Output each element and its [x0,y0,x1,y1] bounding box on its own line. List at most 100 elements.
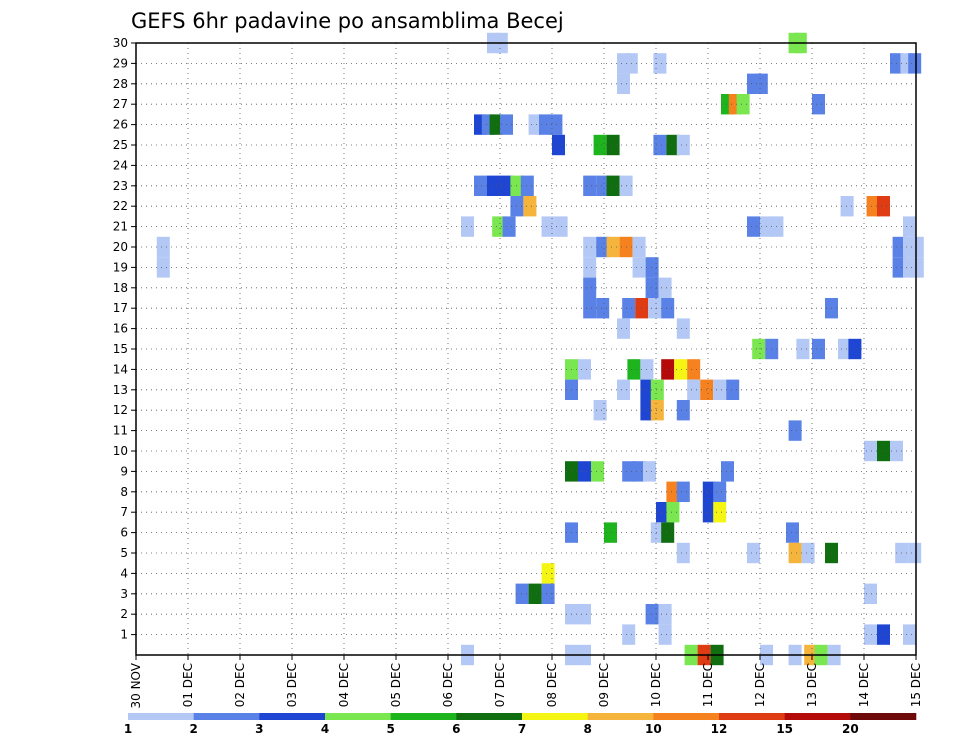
heatmap-cell [658,624,672,645]
x-tick-label: 11 DEC [701,663,715,707]
heatmap-cell [676,542,690,564]
x-tick-label: 07 DEC [493,663,507,707]
heatmap-cell [713,502,727,523]
heatmap-cell [578,461,591,482]
heatmap-cell [877,196,890,217]
heatmap-cell [726,379,740,400]
y-tick-label: 8 [120,485,128,499]
heatmap-cell [752,338,766,360]
heatmap-cell [908,542,922,564]
heatmap-cell [788,420,802,441]
heatmap-cell [702,502,716,523]
heatmap-cell [528,114,542,135]
heatmap-cell [661,298,675,319]
heatmap-cell [156,236,170,258]
colorbar-label: 8 [583,722,591,736]
heatmap-cell [908,53,922,74]
colorbar-segment [325,713,391,720]
heatmap-cell [687,359,701,380]
heatmap-cell [492,216,506,237]
heatmap-cell [674,359,688,380]
colorbar-label: 3 [255,722,263,736]
y-axis: 1234567891011121314151617181920212223242… [113,36,136,642]
colorbar-label: 5 [386,722,394,736]
colorbar-label: 15 [776,722,793,736]
heatmap-cell [786,522,799,543]
heatmap-cell [523,196,537,217]
colorbar-segment [850,713,917,720]
heatmap-cell [702,481,716,502]
heatmap-cell [632,461,646,482]
colorbar-segment [193,713,260,720]
heatmap-cell [877,440,890,462]
y-tick-label: 7 [120,505,128,519]
colorbar-label: 7 [518,722,526,736]
heatmap-cell [666,481,680,502]
x-tick-label: 10 DEC [649,663,663,707]
heatmap-cell [461,216,474,237]
heatmap-cell [617,379,630,400]
heatmap-cell [676,481,690,502]
heatmap-cell [648,298,662,319]
heatmap-cell [606,175,620,196]
heatmap-cell [606,134,620,156]
colorbar-segment [784,713,851,720]
x-tick-label: 05 DEC [389,663,403,707]
y-tick-label: 29 [113,56,128,70]
heatmap-cell [474,175,487,196]
heatmap-cell [593,400,607,421]
heatmap-cell [650,379,664,400]
heatmap-cell [604,522,617,543]
heatmap-cell [606,236,620,258]
y-tick-label: 18 [113,281,128,295]
heatmap-cell [658,604,672,625]
heatmap-cell [848,338,862,360]
heatmap-cell [502,216,516,237]
heatmap-cell [910,236,924,258]
heatmap-cell [645,277,659,298]
heatmap-cell [539,114,552,135]
colorbar-label: 12 [711,722,728,736]
y-tick-label: 5 [120,546,128,560]
colorbar-segment [653,713,720,720]
heatmap-cell [801,542,815,564]
colorbar-segment [128,713,194,720]
heatmap-cell [627,359,641,380]
heatmap-cell [658,277,672,298]
heatmap-cell [593,134,607,156]
y-tick-label: 11 [113,424,128,438]
heatmap-cell [661,359,675,380]
colorbar-label: 1 [124,722,132,736]
x-tick-label: 02 DEC [233,663,247,707]
heatmap-cell [617,73,630,94]
heatmap-cell [864,440,877,462]
heatmap-cell [552,134,565,156]
heatmap-cell [632,257,646,278]
y-tick-label: 28 [113,77,128,91]
y-tick-label: 12 [113,403,128,417]
heatmap-cell [666,134,680,156]
y-tick-label: 17 [113,301,128,315]
heatmap-cell [903,216,916,237]
heatmap-cell [713,379,727,400]
heatmap-cell [838,338,851,360]
heatmap-cell [617,318,630,339]
heatmap-cell [645,604,659,625]
y-tick-label: 3 [120,587,128,601]
heatmap-cell [892,236,906,258]
heatmap-cell [645,257,659,278]
colorbar-segment [587,713,654,720]
y-tick-label: 15 [113,342,128,356]
heatmap-cell [687,379,701,400]
y-tick-label: 19 [113,260,128,274]
heatmap-cell [864,624,877,645]
heatmap-cell [866,196,880,217]
x-tick-label: 04 DEC [337,663,351,707]
heatmap-cell [578,359,591,380]
heatmap-cell [877,624,890,645]
heatmap-cell [747,216,760,237]
y-tick-label: 25 [113,138,128,152]
heatmap-cell [650,400,664,421]
colorbar-label: 20 [842,722,859,736]
